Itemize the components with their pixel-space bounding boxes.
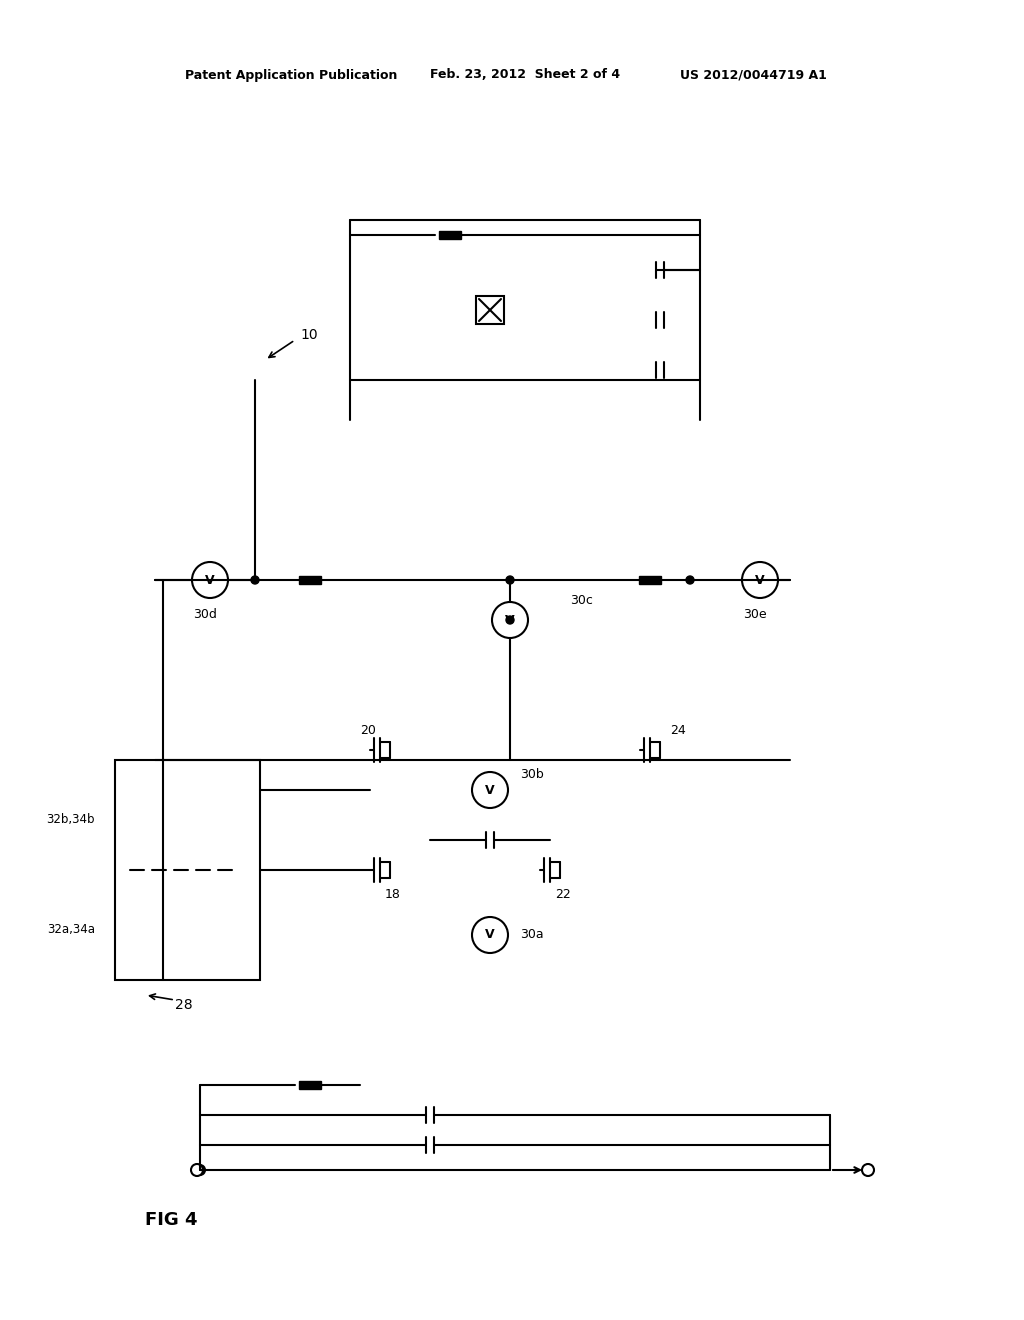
Circle shape xyxy=(251,576,259,583)
Bar xyxy=(476,296,504,323)
Text: 18: 18 xyxy=(385,888,400,902)
Text: 30c: 30c xyxy=(570,594,593,606)
Bar xyxy=(299,1081,321,1089)
Circle shape xyxy=(195,1166,205,1175)
Text: US 2012/0044719 A1: US 2012/0044719 A1 xyxy=(680,69,826,82)
Text: 30e: 30e xyxy=(743,609,767,622)
Text: 22: 22 xyxy=(555,888,570,902)
Text: 20: 20 xyxy=(360,723,376,737)
Bar xyxy=(115,760,260,979)
Circle shape xyxy=(862,1164,874,1176)
Circle shape xyxy=(506,616,514,624)
Text: V: V xyxy=(205,573,215,586)
Text: V: V xyxy=(485,928,495,941)
Text: 30d: 30d xyxy=(194,609,217,622)
Text: 28: 28 xyxy=(175,998,193,1012)
Text: 24: 24 xyxy=(670,723,686,737)
Text: 32a,34a: 32a,34a xyxy=(47,924,95,936)
Circle shape xyxy=(686,576,694,583)
Text: V: V xyxy=(505,614,515,627)
Text: FIG 4: FIG 4 xyxy=(145,1210,198,1229)
Text: 32b,34b: 32b,34b xyxy=(46,813,95,826)
Text: V: V xyxy=(755,573,765,586)
Bar xyxy=(299,576,321,583)
Text: 30b: 30b xyxy=(520,768,544,781)
Text: Patent Application Publication: Patent Application Publication xyxy=(185,69,397,82)
Text: 30a: 30a xyxy=(520,928,544,941)
Circle shape xyxy=(506,576,514,583)
Bar xyxy=(639,576,662,583)
Bar xyxy=(439,231,461,239)
Text: V: V xyxy=(485,784,495,796)
Circle shape xyxy=(191,1164,203,1176)
Text: Feb. 23, 2012  Sheet 2 of 4: Feb. 23, 2012 Sheet 2 of 4 xyxy=(430,69,621,82)
Text: 10: 10 xyxy=(300,327,317,342)
